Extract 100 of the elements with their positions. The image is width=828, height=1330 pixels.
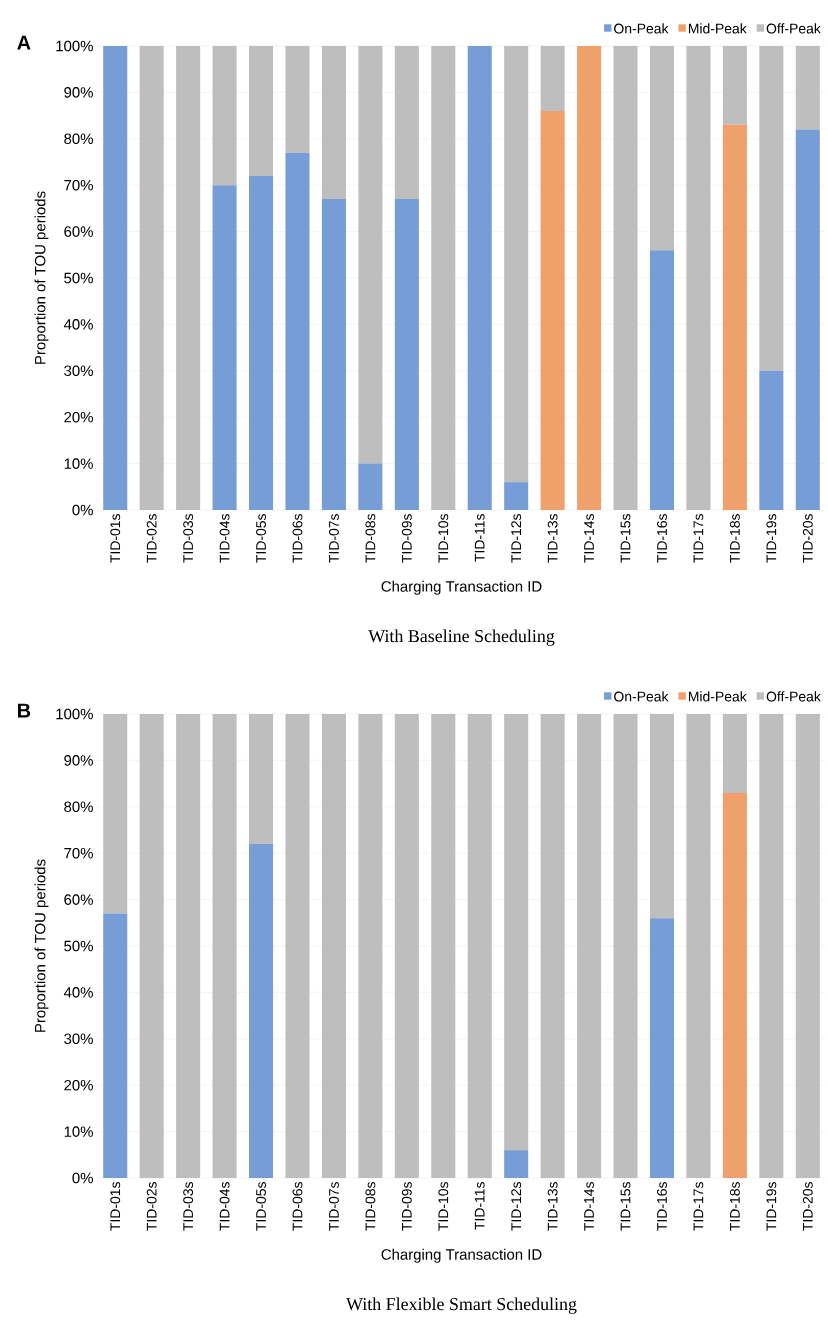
bar xyxy=(103,713,128,914)
x-tick-label: TID-10s xyxy=(438,1182,449,1231)
x-tick-label: TID-19s xyxy=(766,1182,777,1231)
bar xyxy=(431,713,456,1178)
x-tick-label: TID-17s xyxy=(693,514,704,563)
x-tick-label: TID-06s xyxy=(292,1182,303,1231)
y-tick-label: 90% xyxy=(64,87,93,98)
bar xyxy=(722,45,747,125)
x-tick-label: TID-06s xyxy=(292,514,303,563)
x-tick-label: TID-13s xyxy=(547,514,558,563)
bar xyxy=(285,152,310,510)
bar xyxy=(613,45,638,510)
y-axis-title: Proportion of TOU periods xyxy=(34,859,49,1032)
bar xyxy=(686,713,711,1178)
bar xyxy=(649,713,675,919)
x-tick-label: TID-20s xyxy=(802,514,813,563)
bar xyxy=(649,45,675,251)
legend-label: On-Peak xyxy=(614,23,669,34)
x-tick-label: TID-08s xyxy=(365,514,376,563)
bar xyxy=(504,1150,529,1178)
bar xyxy=(577,713,602,1178)
x-tick-label: TID-05s xyxy=(256,514,266,563)
bar xyxy=(649,250,675,510)
x-tick-label: TID-11s xyxy=(474,514,485,562)
bar xyxy=(176,713,201,1178)
x-tick-label: TID-03s xyxy=(183,1182,194,1231)
y-tick-label: 20% xyxy=(64,411,93,423)
bar xyxy=(358,463,383,510)
legend-label: On-Peak xyxy=(614,691,669,702)
bar xyxy=(467,45,492,510)
bar xyxy=(504,482,529,510)
x-tick-label: TID-14s xyxy=(584,514,594,563)
x-tick-label: TID-04s xyxy=(219,514,230,563)
y-tick-label: 10% xyxy=(64,1126,93,1137)
bar xyxy=(249,175,274,510)
bar xyxy=(394,713,419,1178)
bar xyxy=(795,713,820,1178)
x-tick-label: TID-12s xyxy=(511,1182,522,1231)
bar xyxy=(795,129,820,510)
x-tick-label: TID-19s xyxy=(766,514,777,563)
text: With Flexible Smart Scheduling xyxy=(346,1297,577,1314)
bar xyxy=(249,843,274,1178)
bar xyxy=(394,199,419,510)
bar xyxy=(504,45,529,483)
y-axis-title: Proportion of TOU periods xyxy=(34,191,49,364)
bar xyxy=(759,713,784,1178)
y-tick-label: 40% xyxy=(63,987,93,998)
bar xyxy=(139,713,164,1178)
chart-title: B xyxy=(18,703,31,718)
y-tick-label: 30% xyxy=(64,1033,93,1045)
bar xyxy=(394,45,419,200)
text: With Baseline Scheduling xyxy=(368,629,555,646)
x-tick-label: TID-01s xyxy=(110,514,121,563)
bar xyxy=(686,45,711,510)
y-tick-label: 30% xyxy=(64,365,93,377)
x-tick-label: TID-16s xyxy=(657,1182,667,1231)
x-tick-label: TID-15s xyxy=(620,514,631,563)
bar xyxy=(722,124,747,510)
bar xyxy=(540,45,565,111)
x-tick-label: TID-07s xyxy=(328,1182,339,1231)
x-axis-title: Charging Transaction ID xyxy=(381,1248,542,1263)
bar xyxy=(103,45,128,510)
x-tick-label: TID-02s xyxy=(146,1182,157,1231)
bar xyxy=(759,45,784,371)
bar xyxy=(285,45,310,153)
bar xyxy=(795,45,820,130)
y-tick-label: 50% xyxy=(64,272,93,284)
bar xyxy=(467,713,492,1178)
x-tick-label: TID-09s xyxy=(401,514,412,563)
bar xyxy=(722,713,747,793)
y-tick-label: 70% xyxy=(64,847,93,859)
bar xyxy=(431,45,456,510)
y-tick-label: 100% xyxy=(56,708,93,720)
legend-label: Off-Peak xyxy=(766,691,821,702)
x-tick-label: TID-09s xyxy=(401,1182,412,1231)
y-tick-label: 60% xyxy=(64,894,93,905)
bar xyxy=(540,110,565,510)
y-tick-label: 20% xyxy=(64,1079,93,1091)
bar xyxy=(540,713,565,1178)
x-tick-label: TID-12s xyxy=(511,514,522,563)
y-tick-label: 40% xyxy=(63,319,93,330)
bar xyxy=(321,199,346,510)
x-tick-label: TID-18s xyxy=(729,1182,740,1231)
bar xyxy=(649,918,675,1178)
bar xyxy=(504,713,529,1151)
y-tick-label: 80% xyxy=(64,133,93,145)
bar xyxy=(212,185,237,510)
legend-label: Mid-Peak xyxy=(688,23,747,34)
x-tick-label: TID-05s xyxy=(256,1182,266,1231)
bar xyxy=(249,713,274,844)
bar xyxy=(321,45,346,200)
legend-label: Mid-Peak xyxy=(688,691,747,702)
x-tick-label: TID-04s xyxy=(219,1182,230,1231)
bar xyxy=(139,45,164,510)
bar xyxy=(212,45,237,186)
bar xyxy=(176,45,201,510)
y-tick-label: 100% xyxy=(56,40,93,52)
x-tick-label: TID-20s xyxy=(802,1182,813,1231)
y-tick-label: 10% xyxy=(64,458,93,469)
y-tick-label: 0% xyxy=(72,504,93,516)
